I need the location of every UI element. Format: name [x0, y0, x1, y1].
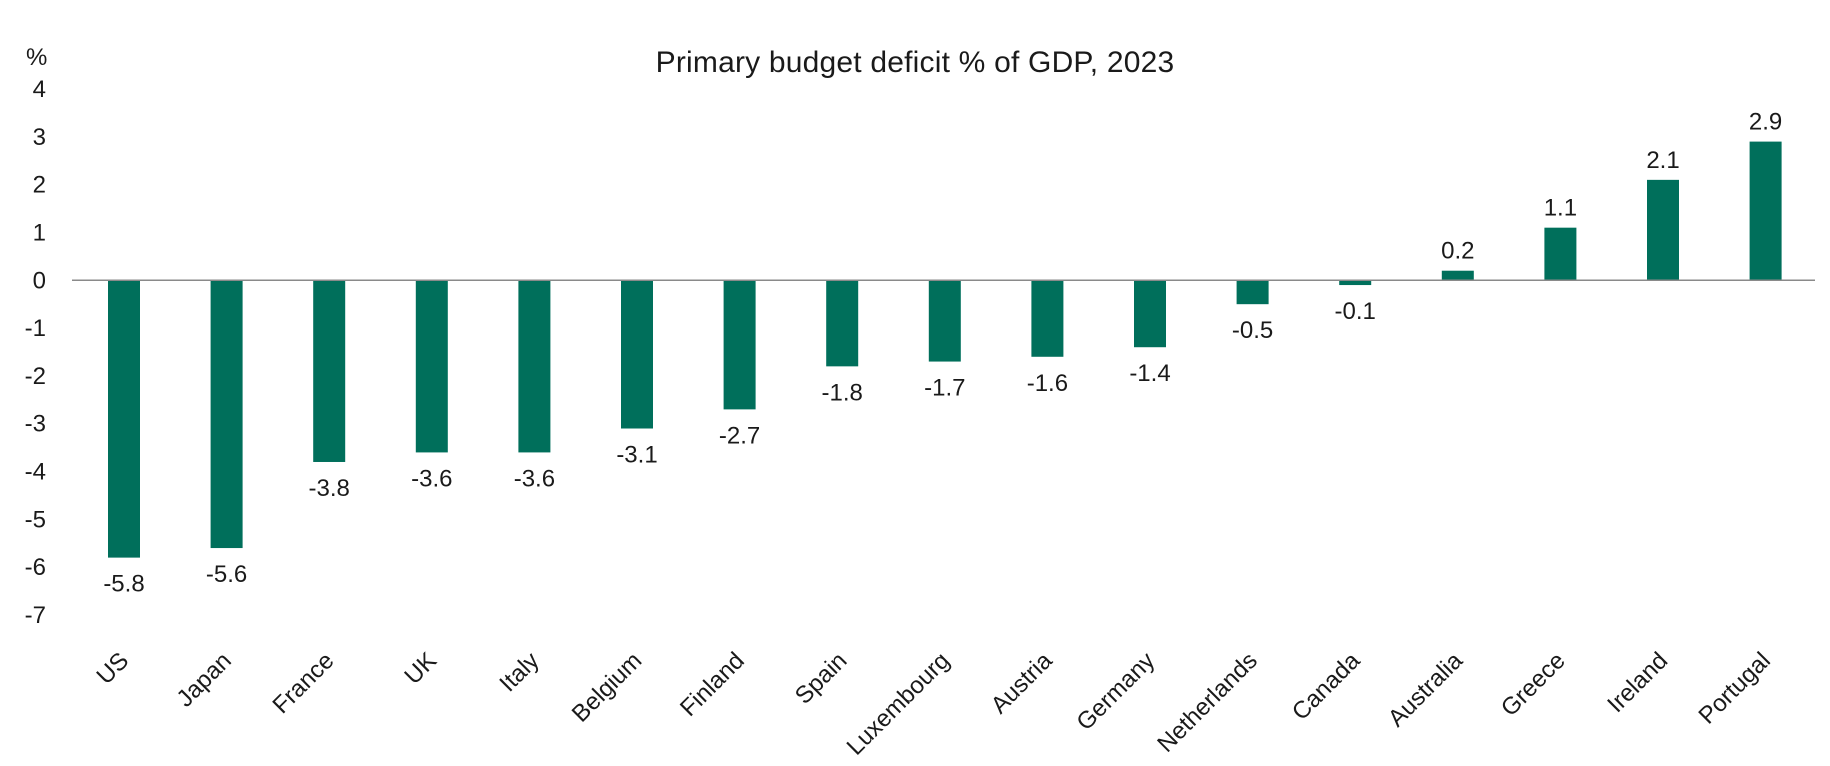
- y-tick-label: -6: [25, 554, 46, 581]
- x-tick-label: Canada: [1287, 647, 1366, 726]
- x-axis: US Japan France UK Italy Belgium Finland SpainL…: [92, 647, 1776, 761]
- data-label: -1.4: [1129, 360, 1170, 387]
- y-tick-label: 1: [33, 219, 46, 246]
- bar: [108, 280, 140, 558]
- data-label: -1.6: [1027, 370, 1068, 397]
- x-tick-label: Japan: [172, 647, 237, 712]
- data-labels: -5.8 -5.6 -3.8 -3.6 -3.6 -3.1 -2.7 -1.8 -1.7 -1.6…: [103, 109, 1782, 598]
- x-tick-label: Luxembourg: [842, 647, 955, 760]
- x-tick-label: Germany: [1071, 647, 1160, 736]
- bar: [723, 280, 756, 410]
- data-label: -3.6: [411, 465, 452, 492]
- data-label: -3.1: [616, 442, 657, 469]
- x-tick-label: Italy: [494, 647, 544, 697]
- y-tick-label: 4: [33, 76, 46, 103]
- x-tick-label: Ireland: [1602, 647, 1673, 718]
- x-tick-label: Belgium: [567, 647, 647, 727]
- y-tick-label: -3: [25, 411, 46, 438]
- y-tick-label: 3: [33, 124, 46, 151]
- bar: [1339, 280, 1372, 286]
- y-tick-label: -5: [25, 506, 46, 533]
- y-tick-label: -7: [25, 602, 46, 629]
- x-tick-label: Australia: [1383, 647, 1469, 733]
- x-tick-label: US: [92, 647, 135, 690]
- y-tick-label: -2: [25, 363, 46, 390]
- x-tick-label: Finland: [675, 647, 750, 722]
- x-tick-label: Portugal: [1694, 647, 1776, 729]
- data-label: -5.6: [206, 561, 247, 588]
- bar: [1031, 280, 1064, 357]
- bar: [210, 280, 243, 549]
- data-label: 2.1: [1646, 147, 1679, 174]
- bar: [621, 280, 653, 429]
- bar: [313, 280, 346, 462]
- data-label: -2.7: [719, 422, 760, 449]
- data-label: -1.8: [822, 379, 863, 406]
- data-label: -1.7: [924, 375, 965, 402]
- chart-title: Primary budget deficit % of GDP, 2023: [655, 46, 1175, 79]
- bar: [1749, 141, 1782, 281]
- bar: [1544, 227, 1577, 281]
- x-tick-label: Netherlands: [1152, 647, 1263, 758]
- bar: [1441, 270, 1474, 281]
- bar: [928, 280, 961, 362]
- data-label: -3.6: [514, 465, 555, 492]
- data-label: -0.1: [1335, 298, 1376, 325]
- y-unit-label: %: [26, 44, 48, 71]
- data-label: -5.8: [103, 571, 144, 598]
- x-tick-label: France: [268, 647, 340, 719]
- x-tick-label: Austria: [986, 647, 1058, 719]
- bar: [1236, 280, 1269, 305]
- bars: [108, 141, 1782, 558]
- y-tick-label: 2: [33, 172, 46, 199]
- y-tick-label: 0: [33, 267, 46, 294]
- data-label: -3.8: [309, 475, 350, 502]
- x-tick-label: Greece: [1496, 647, 1571, 722]
- bar: [1647, 179, 1679, 281]
- y-axis: 4 3 2 1 0 -1 -2 -3 -4 -5 -6 -7: [25, 76, 46, 629]
- bar: [826, 280, 859, 367]
- data-label: 2.9: [1749, 109, 1782, 136]
- data-label: 1.1: [1544, 195, 1577, 222]
- bar: [415, 280, 448, 453]
- bar: [518, 280, 551, 453]
- y-tick-label: -1: [25, 315, 46, 342]
- data-label: -0.5: [1232, 317, 1273, 344]
- bar: [1134, 280, 1166, 348]
- data-label: 0.2: [1441, 238, 1474, 265]
- y-tick-label: -4: [25, 459, 46, 486]
- x-tick-label: Spain: [790, 647, 853, 710]
- x-tick-label: UK: [399, 647, 442, 690]
